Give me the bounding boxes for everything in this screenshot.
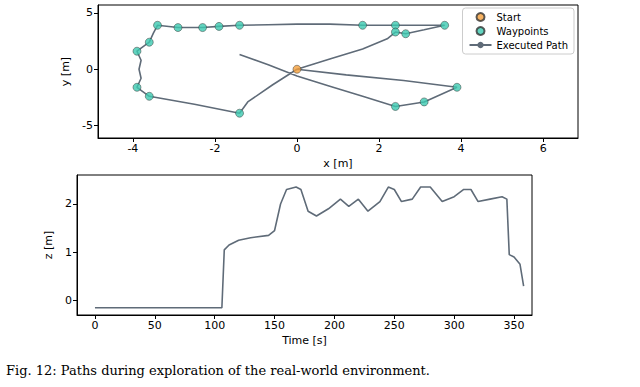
svg-text:Time [s]: Time [s] [281, 334, 327, 347]
svg-text:Waypoints: Waypoints [497, 26, 549, 37]
svg-text:Start: Start [497, 12, 522, 23]
svg-text:1: 1 [65, 246, 72, 259]
svg-text:y [m]: y [m] [59, 57, 72, 86]
svg-text:250: 250 [384, 319, 405, 332]
svg-text:4: 4 [458, 142, 465, 155]
svg-text:350: 350 [504, 319, 525, 332]
svg-text:0: 0 [65, 294, 72, 307]
svg-text:2: 2 [65, 197, 72, 210]
svg-text:-4: -4 [127, 142, 138, 155]
svg-text:x [m]: x [m] [323, 157, 352, 170]
svg-text:Executed Path: Executed Path [497, 40, 568, 51]
svg-text:100: 100 [204, 319, 225, 332]
svg-text:5: 5 [86, 6, 93, 19]
svg-text:0: 0 [86, 63, 93, 76]
svg-text:2: 2 [376, 142, 383, 155]
svg-text:200: 200 [324, 319, 345, 332]
svg-text:Fig. 12: Paths during explorat: Fig. 12: Paths during exploration of the… [6, 363, 430, 378]
svg-text:150: 150 [264, 319, 285, 332]
svg-text:-5: -5 [82, 119, 93, 132]
svg-text:6: 6 [540, 142, 547, 155]
svg-text:300: 300 [444, 319, 465, 332]
svg-text:-2: -2 [209, 142, 220, 155]
svg-text:0: 0 [293, 142, 300, 155]
svg-text:0: 0 [91, 319, 98, 332]
svg-text:50: 50 [148, 319, 162, 332]
svg-text:z [m]: z [m] [42, 231, 55, 260]
